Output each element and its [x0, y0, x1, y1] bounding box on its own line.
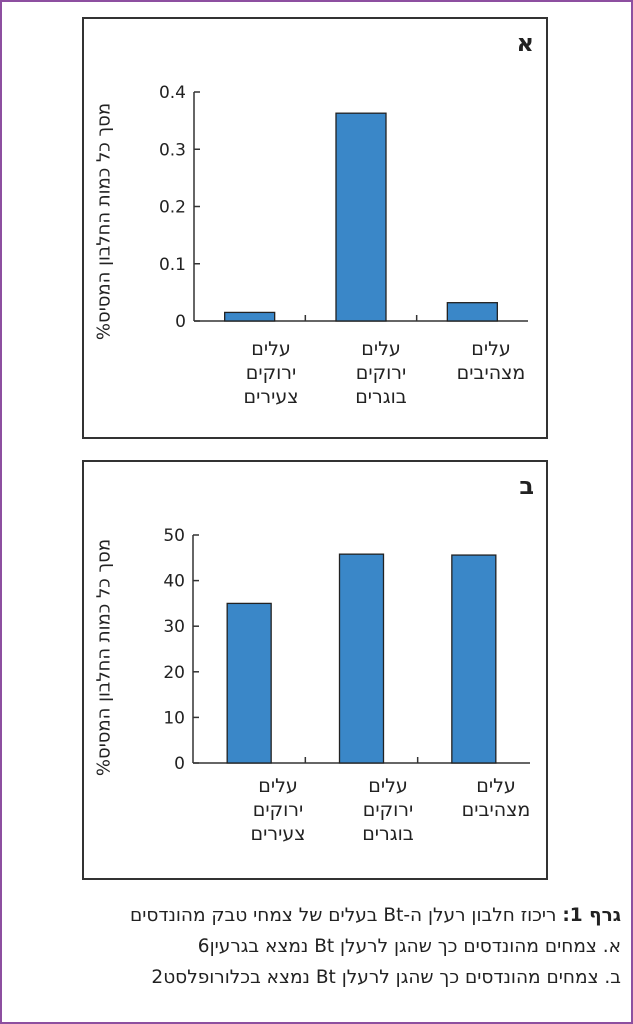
- y-tick-label: 30: [163, 617, 185, 637]
- category-label: עלים ירוקים בוגרים: [355, 338, 407, 408]
- y-tick-label: 40: [163, 572, 185, 592]
- bar-chart-a: 0 0.1 0.2 0.3 0.4: [159, 83, 528, 332]
- y-tick-label: 0: [175, 312, 186, 332]
- y-tick-label: 10: [163, 708, 185, 728]
- bar: [446, 302, 498, 322]
- figure-caption: גרף 1: ריכוז חלבון רעלן ה-Bt בעלים של צמ…: [11, 900, 621, 993]
- caption-line-1: גרף 1: ריכוז חלבון רעלן ה-Bt בעלים של צמ…: [129, 905, 621, 926]
- category-label: עלים ירוקים צעירים: [250, 775, 306, 845]
- chart-panel-b: ב %מסך כל כמות החלבון המסיס 0 10 20 30 40 50 …: [82, 460, 548, 880]
- bar: [338, 553, 385, 764]
- y-tick-label: 0.1: [159, 255, 186, 275]
- caption-line-3: ב. צמחים מהונדסים כך שהגן לרעלן Bt נמצא …: [151, 967, 621, 988]
- category-label: עלים מצהיבים: [461, 775, 531, 821]
- panel-label-a: א: [516, 29, 534, 57]
- bar: [226, 602, 272, 764]
- chart-panel-a: א %מסך כל כמות החלבון המסיס 0 0.1 0.2 0.3 0.…: [82, 17, 548, 439]
- bar: [451, 554, 497, 764]
- y-tick-label: 0.4: [159, 83, 186, 103]
- bar-chart-b: 0 10 20 30 40 50: [163, 526, 530, 774]
- y-tick-label: 0.2: [159, 198, 186, 218]
- panel-label-b: ב: [519, 472, 534, 500]
- y-tick-label: 0: [174, 754, 185, 774]
- y-tick-label: 20: [163, 663, 185, 683]
- category-label: עלים ירוקים בוגרים: [362, 775, 414, 845]
- y-tick-label: 50: [163, 526, 185, 546]
- y-tick-label: 0.3: [159, 140, 186, 160]
- category-label: עלים מצהיבים: [456, 338, 526, 384]
- bar: [335, 112, 387, 322]
- caption-line-2: א. צמחים מהונדסים כך שהגן לרעלן Bt נמצא …: [197, 936, 621, 957]
- category-label: עלים ירוקים צעירים: [243, 338, 299, 408]
- bar: [224, 311, 276, 322]
